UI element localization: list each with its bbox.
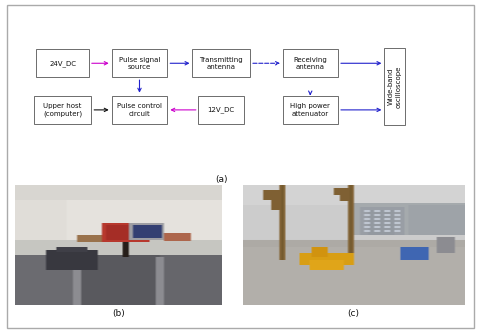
Text: (c): (c)	[347, 308, 359, 318]
FancyBboxPatch shape	[282, 49, 337, 77]
Text: Pulse control
circuit: Pulse control circuit	[117, 103, 162, 117]
FancyBboxPatch shape	[7, 5, 473, 328]
Text: (a): (a)	[215, 174, 227, 184]
FancyBboxPatch shape	[384, 48, 404, 125]
Text: (b): (b)	[112, 308, 125, 318]
Text: 12V_DC: 12V_DC	[207, 107, 234, 113]
FancyBboxPatch shape	[198, 96, 243, 124]
Text: 24V_DC: 24V_DC	[49, 60, 76, 67]
FancyBboxPatch shape	[111, 96, 167, 124]
Text: Upper host
(computer): Upper host (computer)	[43, 103, 82, 117]
FancyBboxPatch shape	[111, 49, 167, 77]
Text: Pulse signal
source: Pulse signal source	[119, 57, 160, 70]
Text: Receiving
antenna: Receiving antenna	[293, 57, 326, 70]
Text: Transmitting
antenna: Transmitting antenna	[199, 57, 242, 70]
FancyBboxPatch shape	[192, 49, 250, 77]
FancyBboxPatch shape	[36, 49, 89, 77]
FancyBboxPatch shape	[282, 96, 337, 124]
Text: High power
attenuator: High power attenuator	[290, 103, 329, 117]
Text: Wide-band
oscilloscope: Wide-band oscilloscope	[387, 65, 400, 108]
FancyBboxPatch shape	[34, 96, 91, 124]
